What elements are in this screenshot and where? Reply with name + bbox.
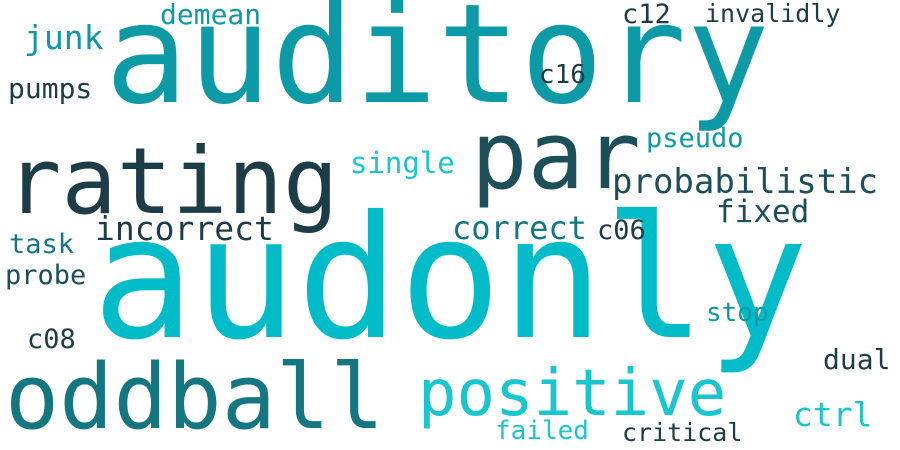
word-auditory: auditory [105,0,770,135]
word-probabilistic: probabilistic [612,162,879,202]
word-incorrect: incorrect [95,209,274,248]
word-c08: c08 [27,324,76,355]
word-audonly: audonly [92,180,809,378]
word-ctrl: ctrl [793,395,873,434]
word-stop: stop [706,298,769,328]
word-c06: c06 [597,215,646,246]
word-c16: c16 [539,60,586,90]
word-pseudo: pseudo [646,123,744,154]
word-probe: probe [5,260,87,291]
word-demean: demean [160,0,262,31]
word-pumps: pumps [8,72,93,105]
word-junk: junk [24,18,104,57]
word-c12: c12 [622,0,671,30]
word-critical: critical [622,418,743,447]
word-failed: failed [495,416,589,446]
word-task: task [9,229,75,260]
word-par: par [471,102,641,211]
word-fixed: fixed [716,194,810,230]
word-correct: correct [452,209,587,247]
word-oddball: oddball [5,345,385,450]
word-dual: dual [823,343,891,376]
word-positive: positive [418,357,727,431]
word-single: single [350,146,455,180]
word-invalidly: invalidly [705,0,841,28]
word-rating: rating [6,128,339,235]
